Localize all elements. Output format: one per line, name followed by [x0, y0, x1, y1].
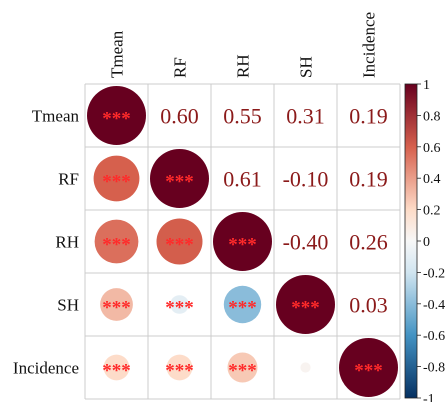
- row-label: RH: [55, 233, 79, 252]
- colorbar: 1 0.8 0.6 0.4 0.2 0 -0.2 -0.4 -0.6 -0.8 -1: [404, 78, 445, 402]
- correlation-value: 0.31: [286, 104, 325, 129]
- significance-stars: ***: [102, 298, 131, 319]
- significance-stars: ***: [228, 361, 257, 382]
- significance-stars: ***: [102, 235, 131, 256]
- correlation-value: 0.19: [349, 104, 388, 129]
- correlation-value: 0.55: [223, 104, 262, 129]
- correlation-circle: [87, 86, 146, 145]
- significance-stars: ***: [228, 235, 257, 256]
- variable-labels: Tmean RF RH SH Incidence Tmean RF RH SH Incidence: [13, 12, 379, 378]
- matrix-grid: [84, 83, 401, 400]
- significance-stars: ***: [102, 172, 131, 193]
- correlation-circle: [170, 295, 189, 314]
- column-label: Incidence: [360, 12, 379, 78]
- correlation-circle: [94, 219, 139, 264]
- correlation-circle: [150, 149, 209, 208]
- correlation-circle: [156, 218, 203, 265]
- correlation-circle: [300, 362, 311, 373]
- colorbar-tick-label: -1: [423, 392, 435, 402]
- significance-stars: ***: [102, 361, 131, 382]
- correlation-circle: [166, 354, 193, 381]
- colorbar-tick-label: -0.6: [423, 329, 445, 344]
- colorbar-gradient: [404, 83, 418, 399]
- colorbar-tick-label: 0.6: [423, 141, 441, 156]
- significance-stars: ***: [228, 298, 257, 319]
- significance-stars: ***: [102, 109, 131, 130]
- colorbar-tick-label: -0.4: [423, 298, 445, 313]
- colorbar-tick-label: -0.2: [423, 266, 445, 281]
- correlation-value: 0.61: [223, 167, 262, 192]
- significance-stars: ***: [354, 361, 383, 382]
- colorbar-tick-label: 0.2: [423, 204, 441, 219]
- significance-stars: ***: [165, 235, 194, 256]
- correlation-value: 0.26: [349, 230, 388, 255]
- column-label: SH: [297, 56, 316, 78]
- significance-stars: ***: [165, 361, 194, 382]
- colorbar-tick-label: -0.8: [423, 361, 445, 376]
- correlation-value: 0.19: [349, 167, 388, 192]
- significance-stars: ***: [165, 172, 194, 193]
- correlation-circle: [339, 338, 398, 397]
- correlation-circle: [93, 155, 140, 202]
- correlation-circle: [213, 212, 272, 271]
- correlation-value: 0.60: [160, 104, 199, 129]
- correlation-circle: [103, 354, 130, 381]
- column-label: RF: [171, 57, 190, 78]
- significance-stars: ***: [291, 298, 320, 319]
- colorbar-tick-label: 1: [423, 78, 430, 93]
- significance-stars: ***: [165, 298, 194, 319]
- matrix-cells: *** 0.60 0.55 0.31 0.19 *** *** 0.61 -0.10 0.19 **…: [87, 86, 398, 397]
- correlation-circle: [276, 275, 335, 334]
- correlation-circle: [227, 352, 258, 383]
- correlation-value: 0.03: [349, 293, 388, 318]
- row-label: RF: [58, 170, 79, 189]
- colorbar-tick-label: 0: [423, 235, 430, 250]
- row-label: SH: [57, 296, 79, 315]
- column-label: RH: [234, 54, 253, 78]
- row-label: Incidence: [13, 359, 79, 378]
- row-label: Tmean: [32, 107, 80, 126]
- correlation-value: -0.10: [283, 167, 329, 192]
- correlation-value: -0.40: [283, 230, 329, 255]
- correlation-circle: [223, 285, 262, 324]
- correlation-circle: [100, 288, 133, 321]
- colorbar-tick-label: 0.8: [423, 109, 441, 124]
- column-label: Tmean: [108, 30, 127, 78]
- colorbar-tick-label: 0.4: [423, 172, 441, 187]
